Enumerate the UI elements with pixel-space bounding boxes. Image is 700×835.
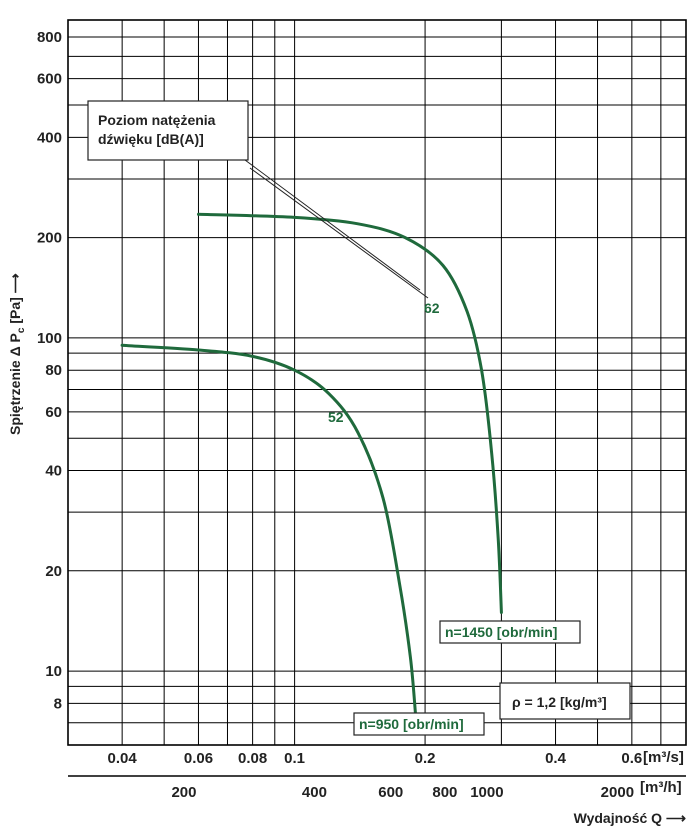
fan-curves [120, 212, 503, 715]
density-label: ρ = 1,2 [kg/m³] [512, 694, 607, 710]
y-tick-label: 60 [45, 404, 62, 421]
curve-series-1 [197, 212, 503, 614]
y-tick-label: 100 [37, 330, 62, 347]
y-axis-title-suffix: [Pa] ⟶ [7, 273, 23, 327]
curve-label-62: 62 [424, 300, 440, 316]
y-tick-label: 40 [45, 463, 62, 480]
x-tick-labels-m3s: 0.04 0.06 0.08 0.1 0.2 0.4 0.6 [108, 750, 643, 767]
y-axis-title-prefix: Spiętrzenie Δ P [7, 333, 23, 435]
chart-grid [67, 19, 687, 745]
sound-level-box-line1: Poziom natężenia [98, 112, 216, 128]
x-tick-label-m3h: 200 [171, 784, 196, 801]
y-tick-label: 200 [37, 230, 62, 247]
x-tick-label-m3s: 0.04 [108, 750, 138, 767]
y-tick-label: 600 [37, 71, 62, 88]
y-tick-label: 20 [45, 563, 62, 580]
x-tick-label-m3h: 600 [378, 784, 403, 801]
sound-level-box [87, 100, 249, 161]
speed-box-1450 [439, 620, 581, 644]
speed-label-950: n=950 [obr/min] [359, 716, 464, 732]
y-tick-label: 80 [45, 362, 62, 379]
speed-box-950 [353, 712, 485, 736]
y-axis-title: Spiętrzenie Δ Pc [Pa] ⟶ [7, 273, 27, 435]
y-tick-label: 8 [54, 695, 62, 712]
x-tick-label-m3s: 0.4 [545, 750, 567, 767]
y-tick-labels: 8 10 20 40 60 80 100 200 400 600 800 [37, 29, 62, 712]
y-axis-title-sub: c [16, 327, 27, 333]
x-tick-label-m3s: 0.2 [415, 750, 436, 767]
x-tick-label-m3s: 0.06 [184, 750, 213, 767]
x-tick-label-m3h: 400 [302, 784, 327, 801]
curve-label-52: 52 [328, 409, 344, 425]
x-tick-label-m3s: 0.1 [284, 750, 305, 767]
sound-leader-line-1 [244, 159, 421, 291]
x-tick-label-m3h: 1000 [470, 784, 503, 801]
x-tick-label-m3h: 2000 [601, 784, 634, 801]
sound-level-box-line2: dźwięku [dB(A)] [98, 131, 204, 147]
x-tick-label-m3s: 0.08 [238, 750, 267, 767]
y-tick-label: 400 [37, 129, 62, 146]
sound-leader-line-2 [249, 167, 429, 299]
density-box [499, 682, 631, 720]
plot-frame [67, 19, 687, 746]
x-tick-label-m3h: 800 [432, 784, 457, 801]
y-tick-label: 10 [45, 663, 62, 680]
x-tick-labels-m3h: 200 400 600 800 1000 2000 [171, 784, 634, 801]
speed-label-1450: n=1450 [obr/min] [445, 624, 557, 640]
x-tick-label-m3s: 0.6 [621, 750, 642, 767]
curve-series-0 [120, 343, 417, 715]
x-unit-m3s: [m³/s] [643, 749, 684, 766]
x-unit-m3h: [m³/h] [640, 779, 682, 796]
y-tick-label: 800 [37, 29, 62, 46]
x-axis-title: Wydajność Q ⟶ [574, 810, 686, 826]
